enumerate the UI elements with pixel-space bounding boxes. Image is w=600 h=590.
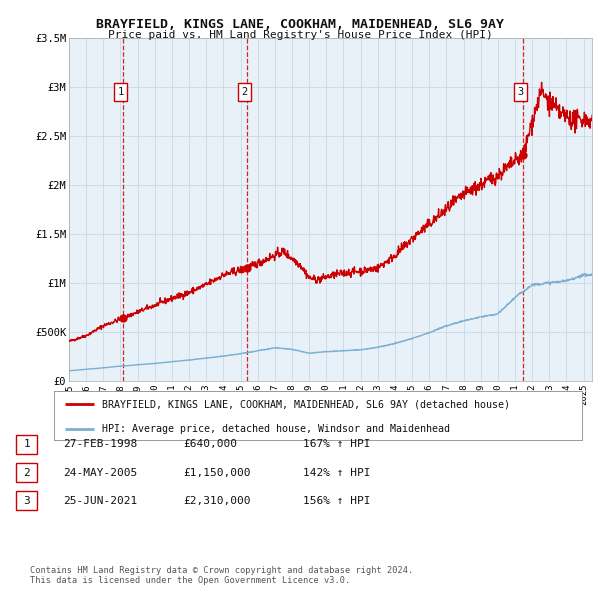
- Text: 1: 1: [23, 440, 31, 449]
- Text: HPI: Average price, detached house, Windsor and Maidenhead: HPI: Average price, detached house, Wind…: [101, 424, 449, 434]
- Text: 24-MAY-2005: 24-MAY-2005: [63, 468, 137, 477]
- Text: 3: 3: [23, 496, 31, 506]
- Text: £1,150,000: £1,150,000: [183, 468, 251, 477]
- Text: Price paid vs. HM Land Registry's House Price Index (HPI): Price paid vs. HM Land Registry's House …: [107, 30, 493, 40]
- Text: BRAYFIELD, KINGS LANE, COOKHAM, MAIDENHEAD, SL6 9AY: BRAYFIELD, KINGS LANE, COOKHAM, MAIDENHE…: [96, 18, 504, 31]
- Text: 2: 2: [23, 468, 31, 477]
- Text: £640,000: £640,000: [183, 440, 237, 449]
- Text: 2: 2: [242, 87, 248, 97]
- Text: 142% ↑ HPI: 142% ↑ HPI: [303, 468, 371, 477]
- Text: 27-FEB-1998: 27-FEB-1998: [63, 440, 137, 449]
- Text: 25-JUN-2021: 25-JUN-2021: [63, 496, 137, 506]
- Text: 1: 1: [118, 87, 124, 97]
- Text: £2,310,000: £2,310,000: [183, 496, 251, 506]
- Text: 3: 3: [518, 87, 524, 97]
- Text: This data is licensed under the Open Government Licence v3.0.: This data is licensed under the Open Gov…: [30, 576, 350, 585]
- Text: BRAYFIELD, KINGS LANE, COOKHAM, MAIDENHEAD, SL6 9AY (detached house): BRAYFIELD, KINGS LANE, COOKHAM, MAIDENHE…: [101, 399, 509, 409]
- Text: 156% ↑ HPI: 156% ↑ HPI: [303, 496, 371, 506]
- Text: 167% ↑ HPI: 167% ↑ HPI: [303, 440, 371, 449]
- Text: Contains HM Land Registry data © Crown copyright and database right 2024.: Contains HM Land Registry data © Crown c…: [30, 566, 413, 575]
